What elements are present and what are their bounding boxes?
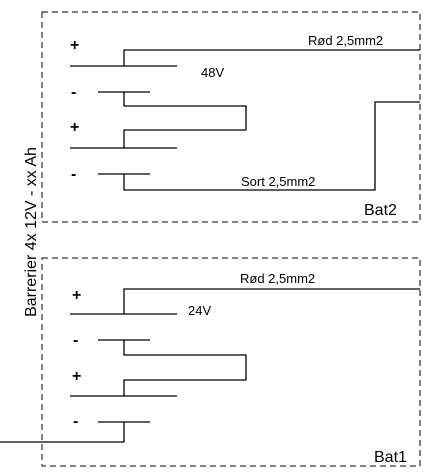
bat1-negative-wire: [0, 422, 125, 443]
bat1-name-label: Bat1: [374, 449, 407, 466]
diagram-title: Barrerier 4x 12V - xx Ah: [23, 147, 40, 317]
battery-bank-bat2: + - + - Rød 2,5mm2 48V Sort 2,5mm2 Bat2: [41, 11, 421, 223]
bat1-cell2-minus-sign: -: [73, 413, 78, 430]
bat2-cell1-minus-sign: -: [71, 84, 76, 101]
bat2-positive-wire: [123, 49, 420, 66]
battery-bank-bat1: + - + - Rød 2,5mm2 24V Bat1: [0, 257, 421, 467]
bat1-cell2-plus-sign: +: [72, 368, 81, 385]
bat1-cell1-minus-sign: -: [73, 332, 78, 349]
bat2-negative-wire-label: Sort 2,5mm2: [241, 174, 315, 189]
bat1-positive-wire: [123, 288, 420, 314]
bat2-cell2-minus-sign: -: [71, 166, 76, 183]
bat2-voltage-label: 48V: [201, 65, 224, 80]
bat1-series-link: [123, 340, 247, 396]
bat1-enclosure: [41, 257, 421, 467]
bat2-cell1-plus-sign: +: [70, 37, 79, 54]
bat2-enclosure: [41, 11, 421, 223]
bat2-negative-wire: [123, 101, 420, 191]
bat2-series-link: [123, 92, 247, 148]
bat1-voltage-label: 24V: [188, 303, 211, 318]
bat2-cell2-plus-sign: +: [70, 119, 79, 136]
bat1-positive-wire-label: Rød 2,5mm2: [240, 271, 315, 286]
bat2-name-label: Bat2: [364, 202, 397, 219]
bat2-positive-wire-label: Rød 2,5mm2: [308, 33, 383, 48]
bat1-cell1-plus-sign: +: [72, 287, 81, 304]
